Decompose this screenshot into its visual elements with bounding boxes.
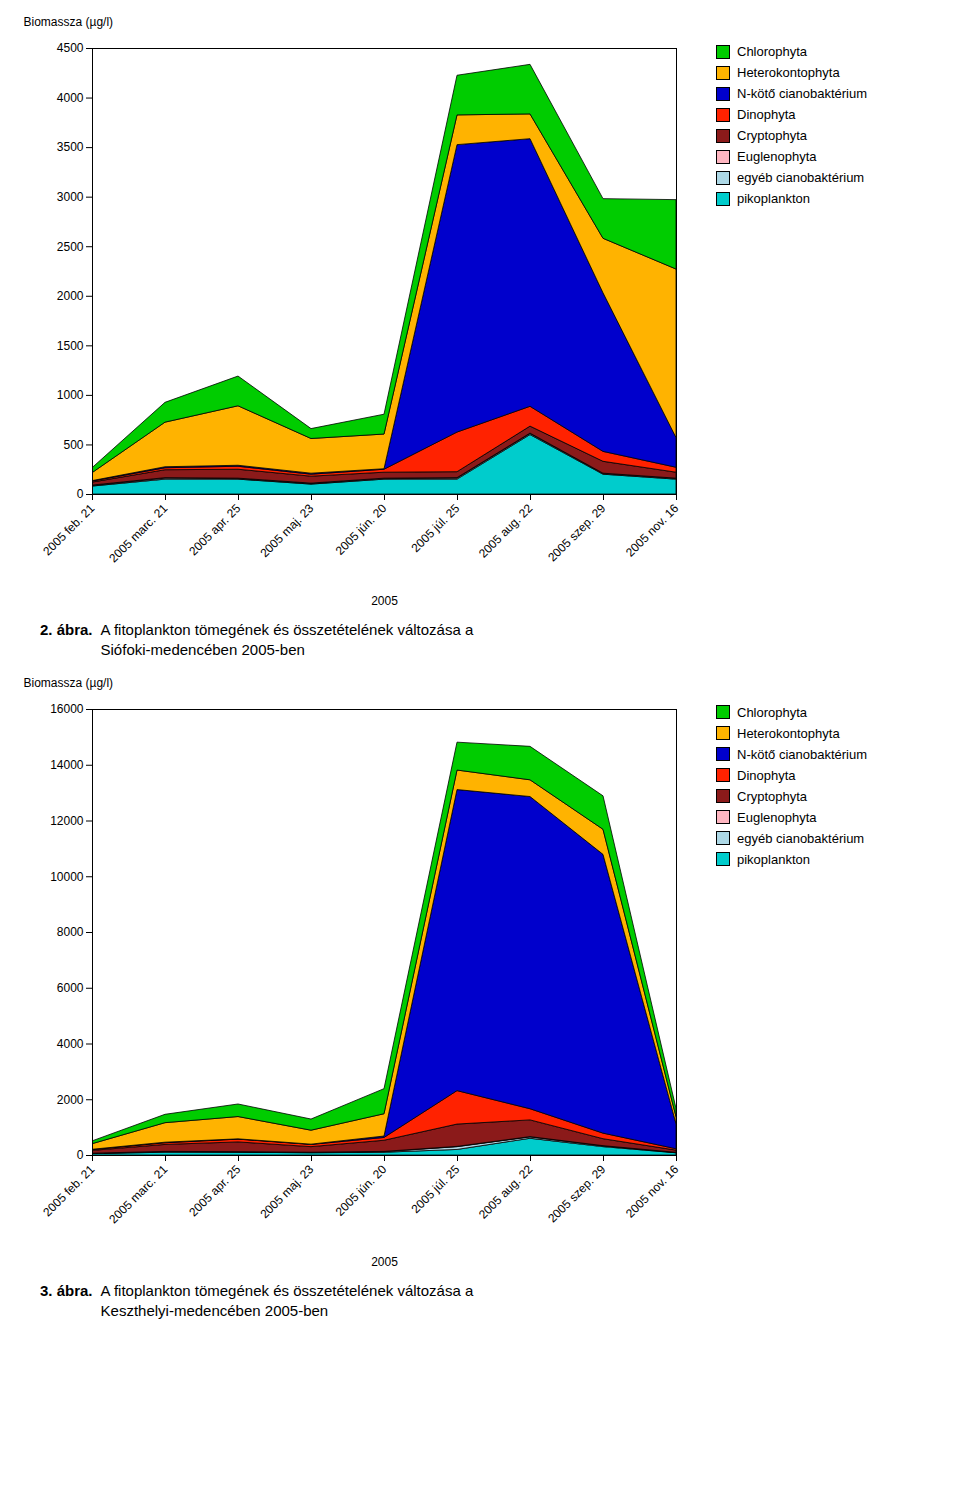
svg-text:2005 jún. 20: 2005 jún. 20 [333, 501, 390, 558]
svg-text:2005 maj. 23: 2005 maj. 23 [257, 501, 316, 560]
svg-text:4000: 4000 [57, 91, 84, 105]
html-text:Chlorophyta: Chlorophyta [737, 44, 808, 59]
svg-text:0: 0 [77, 1148, 84, 1162]
svg-text:2005: 2005 [371, 1254, 398, 1268]
svg-text:14000: 14000 [50, 758, 84, 772]
svg-text:12000: 12000 [50, 813, 84, 827]
html-text:Cryptophyta: Cryptophyta [737, 128, 808, 143]
html-text:Heterokontophyta: Heterokontophyta [737, 65, 840, 80]
svg-text:2005: 2005 [371, 594, 398, 608]
svg-text:Biomassza (µg/l): Biomassza (µg/l) [24, 676, 114, 690]
html-text:Dinophyta: Dinophyta [737, 767, 796, 783]
html-text:N-kötő cianobaktérium: N-kötő cianobaktérium [737, 86, 868, 101]
svg-text:2005 feb. 21: 2005 feb. 21 [40, 501, 97, 558]
svg-text:2005 júl. 25: 2005 júl. 25 [409, 501, 463, 555]
svg-text:16000: 16000 [50, 702, 84, 716]
svg-text:2005 marc. 21: 2005 marc. 21 [106, 1162, 170, 1226]
svg-text:2005 aug. 22: 2005 aug. 22 [476, 1162, 536, 1222]
svg-text:2500: 2500 [57, 240, 84, 254]
html-text:3. ábra.: 3. ábra. [40, 1281, 93, 1299]
svg-text:2005 apr. 25: 2005 apr. 25 [186, 501, 243, 558]
svg-text:2005 nov. 16: 2005 nov. 16 [623, 501, 682, 560]
html-text:pikoplankton: pikoplankton [737, 191, 810, 206]
html-text:pikoplankton: pikoplankton [737, 851, 810, 867]
html-text:Heterokontophyta: Heterokontophyta [737, 725, 840, 741]
svg-text:0: 0 [77, 487, 84, 501]
svg-text:6000: 6000 [57, 981, 84, 995]
svg-text:2005 aug. 22: 2005 aug. 22 [476, 501, 536, 561]
html-text:egyéb cianobaktérium: egyéb cianobaktérium [737, 170, 865, 185]
html-text:egyéb cianobaktérium: egyéb cianobaktérium [737, 830, 865, 846]
svg-text:500: 500 [63, 438, 83, 452]
svg-text:1500: 1500 [57, 339, 84, 353]
svg-text:Biomassza (µg/l): Biomassza (µg/l) [24, 15, 114, 29]
svg-text:2005 apr. 25: 2005 apr. 25 [186, 1162, 243, 1219]
svg-text:3500: 3500 [57, 140, 84, 154]
svg-text:2005 júl. 25: 2005 júl. 25 [409, 1162, 463, 1216]
svg-text:8000: 8000 [57, 925, 84, 939]
svg-text:3000: 3000 [57, 190, 84, 204]
html-text:Euglenophyta: Euglenophyta [737, 809, 817, 825]
svg-text:2005 szep. 29: 2005 szep. 29 [545, 501, 608, 564]
svg-text:2000: 2000 [57, 1092, 84, 1106]
html-text:Dinophyta: Dinophyta [737, 107, 796, 122]
svg-text:4000: 4000 [57, 1036, 84, 1050]
svg-text:1000: 1000 [57, 388, 84, 402]
svg-text:2005 szep. 29: 2005 szep. 29 [545, 1162, 608, 1225]
svg-text:2005 maj. 23: 2005 maj. 23 [257, 1162, 316, 1221]
svg-text:2005 nov. 16: 2005 nov. 16 [623, 1162, 682, 1221]
html-text:Cryptophyta: Cryptophyta [737, 788, 808, 804]
svg-text:10000: 10000 [50, 869, 84, 883]
svg-text:2000: 2000 [57, 289, 84, 303]
svg-text:2005 jún. 20: 2005 jún. 20 [333, 1162, 390, 1219]
svg-text:2005 feb. 21: 2005 feb. 21 [40, 1162, 97, 1219]
html-text:2. ábra.: 2. ábra. [40, 621, 93, 638]
html-text:A fitoplankton tömegének és ös: A fitoplankton tömegének és összetételén… [100, 621, 474, 659]
html-text:Euglenophyta: Euglenophyta [737, 149, 817, 164]
html-text:A fitoplankton tömegének és ös: A fitoplankton tömegének és összetételén… [100, 1281, 474, 1319]
svg-text:2005 marc. 21: 2005 marc. 21 [106, 501, 170, 565]
html-text:N-kötő cianobaktérium: N-kötő cianobaktérium [737, 746, 868, 762]
svg-text:4500: 4500 [57, 41, 84, 55]
html-text:Chlorophyta: Chlorophyta [737, 704, 808, 720]
